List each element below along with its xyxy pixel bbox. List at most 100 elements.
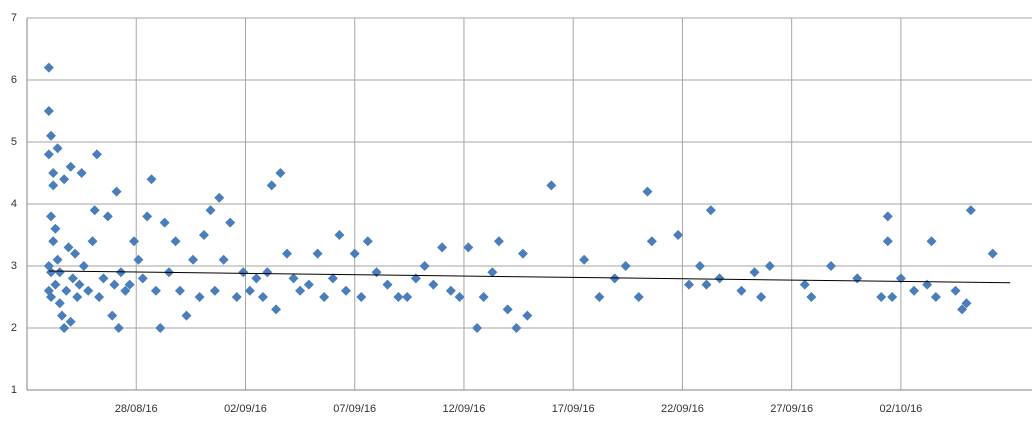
data-point (950, 285, 961, 296)
y-tick-label: 7 (11, 12, 17, 24)
data-point (155, 323, 166, 333)
data-point (295, 285, 306, 296)
x-tick-label: 22/09/16 (661, 403, 704, 415)
data-point (198, 230, 209, 240)
y-tick-label: 3 (11, 260, 17, 272)
data-point (133, 254, 144, 265)
x-tick-label: 07/09/16 (333, 403, 376, 415)
data-point (683, 279, 694, 290)
data-point (882, 236, 893, 247)
data-point (478, 292, 489, 302)
data-point (52, 143, 63, 154)
data-point (266, 180, 277, 191)
data-point (393, 292, 404, 302)
data-point (522, 310, 533, 321)
data-point (356, 292, 367, 302)
data-point (89, 205, 100, 216)
data-point (930, 292, 941, 302)
data-point (502, 304, 513, 315)
data-point (111, 186, 122, 197)
data-point (926, 236, 937, 247)
y-tick-label: 4 (11, 198, 17, 210)
data-point (909, 285, 920, 296)
data-point (87, 236, 98, 247)
data-point (882, 211, 893, 222)
data-point (511, 323, 522, 333)
data-point (46, 211, 57, 222)
data-point (454, 292, 465, 302)
data-point (238, 267, 249, 278)
data-point (987, 248, 998, 259)
data-point (48, 168, 59, 178)
data-point (98, 273, 109, 284)
data-point (799, 279, 810, 290)
data-point (91, 149, 102, 160)
data-point (694, 261, 705, 271)
data-point (74, 279, 85, 290)
data-point (594, 292, 605, 302)
data-point (271, 304, 282, 315)
data-point (340, 285, 351, 296)
data-point (714, 273, 725, 284)
data-point (957, 304, 968, 315)
data-point (349, 248, 360, 259)
data-point (46, 130, 57, 141)
data-point (54, 267, 65, 278)
data-point (312, 248, 323, 259)
data-point (579, 254, 590, 265)
data-point (362, 236, 373, 247)
data-point (701, 279, 712, 290)
data-point (303, 279, 314, 290)
data-point (402, 292, 413, 302)
data-point (826, 261, 836, 271)
data-point (961, 298, 972, 309)
y-tick-label: 1 (11, 384, 17, 396)
data-point (142, 211, 153, 222)
data-point (410, 273, 421, 284)
x-tick-label: 02/10/16 (879, 403, 922, 415)
data-point (371, 267, 382, 278)
data-point (78, 261, 89, 271)
data-point (922, 279, 933, 290)
data-point (965, 205, 976, 216)
data-point (113, 323, 124, 333)
data-point (120, 285, 131, 296)
data-point (257, 292, 268, 302)
data-point (887, 292, 898, 302)
data-point (102, 211, 113, 222)
data-point (609, 273, 620, 284)
data-point (262, 267, 273, 278)
data-point (419, 261, 430, 271)
data-point (63, 242, 74, 253)
x-tick-label: 27/09/16 (770, 403, 813, 415)
data-point (109, 279, 120, 290)
data-point (251, 273, 262, 284)
data-point (43, 149, 54, 160)
data-point (59, 174, 70, 185)
data-point (72, 292, 83, 302)
data-point (70, 248, 81, 259)
data-point (517, 248, 528, 259)
data-point (129, 236, 140, 247)
data-point (275, 168, 286, 178)
data-point (428, 279, 439, 290)
data-point (852, 273, 863, 284)
data-point (54, 298, 65, 309)
data-point (214, 192, 225, 203)
data-point (633, 292, 644, 302)
data-point (205, 205, 216, 216)
data-point (327, 273, 338, 284)
data-point (83, 285, 94, 296)
data-point (225, 217, 236, 228)
data-point (487, 267, 498, 278)
data-point (124, 279, 135, 290)
data-point (50, 223, 61, 234)
data-point (150, 285, 161, 296)
data-point (61, 285, 72, 296)
data-point (334, 230, 345, 240)
data-point (209, 285, 220, 296)
data-point (59, 323, 70, 333)
data-point (46, 292, 57, 302)
x-tick-label: 28/08/16 (115, 403, 158, 415)
